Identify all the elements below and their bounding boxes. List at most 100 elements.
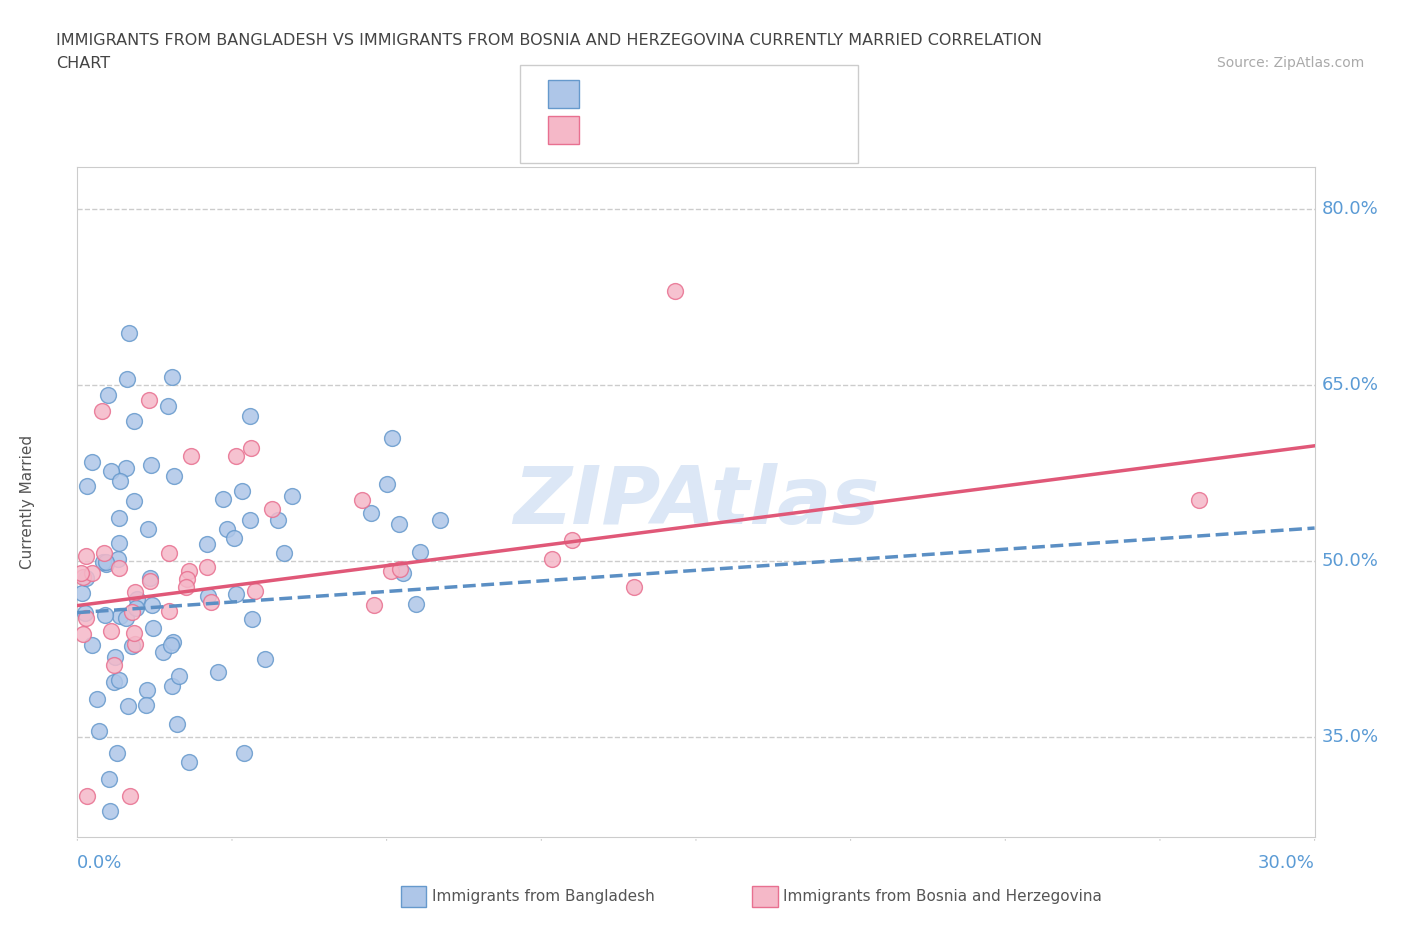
Point xyxy=(254,652,277,667)
Point xyxy=(405,597,427,612)
Text: Immigrants from Bangladesh: Immigrants from Bangladesh xyxy=(432,889,654,904)
Text: 50.0%: 50.0% xyxy=(1322,551,1378,570)
Point xyxy=(94,555,117,570)
Point xyxy=(107,535,129,550)
Text: 65.0%: 65.0% xyxy=(1322,376,1379,393)
Point xyxy=(138,392,160,407)
Point xyxy=(239,441,262,456)
Point xyxy=(380,564,402,578)
Point xyxy=(141,597,163,612)
Point xyxy=(91,403,114,418)
Point xyxy=(82,455,104,470)
Text: N =: N = xyxy=(664,86,700,103)
Point xyxy=(260,502,283,517)
Point xyxy=(122,413,145,428)
Point xyxy=(141,458,163,472)
Text: ZIPAtlas: ZIPAtlas xyxy=(513,463,879,541)
Point xyxy=(80,638,103,653)
Point xyxy=(180,449,202,464)
Point xyxy=(103,674,125,689)
Text: IMMIGRANTS FROM BANGLADESH VS IMMIGRANTS FROM BOSNIA AND HERZEGOVINA CURRENTLY M: IMMIGRANTS FROM BANGLADESH VS IMMIGRANTS… xyxy=(56,33,1042,47)
Point xyxy=(70,586,93,601)
Point xyxy=(97,388,120,403)
Point xyxy=(115,610,138,625)
Point xyxy=(664,284,686,299)
Point xyxy=(162,370,184,385)
Point xyxy=(124,584,146,599)
Point xyxy=(108,608,131,623)
Point xyxy=(98,804,121,818)
Text: 0.0%: 0.0% xyxy=(77,854,122,871)
Point xyxy=(179,755,201,770)
Point xyxy=(121,639,143,654)
Point xyxy=(121,604,143,619)
Text: 40: 40 xyxy=(688,121,710,139)
Point xyxy=(120,789,142,804)
Point xyxy=(75,610,97,625)
Point xyxy=(115,461,138,476)
Point xyxy=(375,476,398,491)
Point xyxy=(540,551,562,566)
Point xyxy=(122,494,145,509)
Point xyxy=(73,605,96,620)
Point xyxy=(166,717,188,732)
Text: Source: ZipAtlas.com: Source: ZipAtlas.com xyxy=(1216,56,1364,70)
Point xyxy=(176,572,198,587)
Point xyxy=(222,531,245,546)
Point xyxy=(231,484,253,498)
Point xyxy=(87,724,110,738)
Point xyxy=(389,562,412,577)
Point xyxy=(429,512,451,527)
Point xyxy=(108,473,131,488)
Point xyxy=(82,565,104,580)
Point xyxy=(169,669,191,684)
Point xyxy=(239,512,262,527)
Point xyxy=(76,789,98,804)
Point xyxy=(124,636,146,651)
Point xyxy=(108,561,131,576)
Point xyxy=(135,698,157,712)
Point xyxy=(1188,492,1211,507)
Text: Immigrants from Bosnia and Herzegovina: Immigrants from Bosnia and Herzegovina xyxy=(783,889,1102,904)
Point xyxy=(139,574,162,589)
Point xyxy=(136,683,159,698)
Point xyxy=(125,591,148,606)
Text: 0.274: 0.274 xyxy=(613,121,666,139)
Point xyxy=(162,635,184,650)
Point xyxy=(70,565,93,580)
Point xyxy=(107,552,129,567)
Point xyxy=(195,537,218,551)
Text: 35.0%: 35.0% xyxy=(1322,728,1379,746)
Point xyxy=(72,626,94,641)
Point xyxy=(157,604,180,618)
Point xyxy=(86,692,108,707)
Point xyxy=(163,469,186,484)
Point xyxy=(157,398,180,413)
Point xyxy=(100,463,122,478)
Text: 76: 76 xyxy=(688,86,710,103)
Point xyxy=(142,621,165,636)
Point xyxy=(93,546,115,561)
Point xyxy=(207,664,229,679)
Point xyxy=(103,658,125,673)
Point xyxy=(76,478,98,493)
Point xyxy=(115,371,138,386)
Point xyxy=(273,545,295,560)
Point xyxy=(239,408,262,423)
Point xyxy=(118,326,141,340)
Point xyxy=(160,637,183,652)
Point xyxy=(100,623,122,638)
Point xyxy=(408,544,430,559)
Point xyxy=(152,645,174,660)
Point xyxy=(561,533,583,548)
Point xyxy=(623,579,645,594)
Point xyxy=(392,565,415,580)
Point xyxy=(97,771,120,786)
Point xyxy=(195,559,218,574)
Point xyxy=(174,579,197,594)
Point xyxy=(360,505,382,520)
Point xyxy=(75,549,97,564)
Point xyxy=(363,597,385,612)
Text: R =: R = xyxy=(591,121,627,139)
Text: 80.0%: 80.0% xyxy=(1322,200,1378,218)
